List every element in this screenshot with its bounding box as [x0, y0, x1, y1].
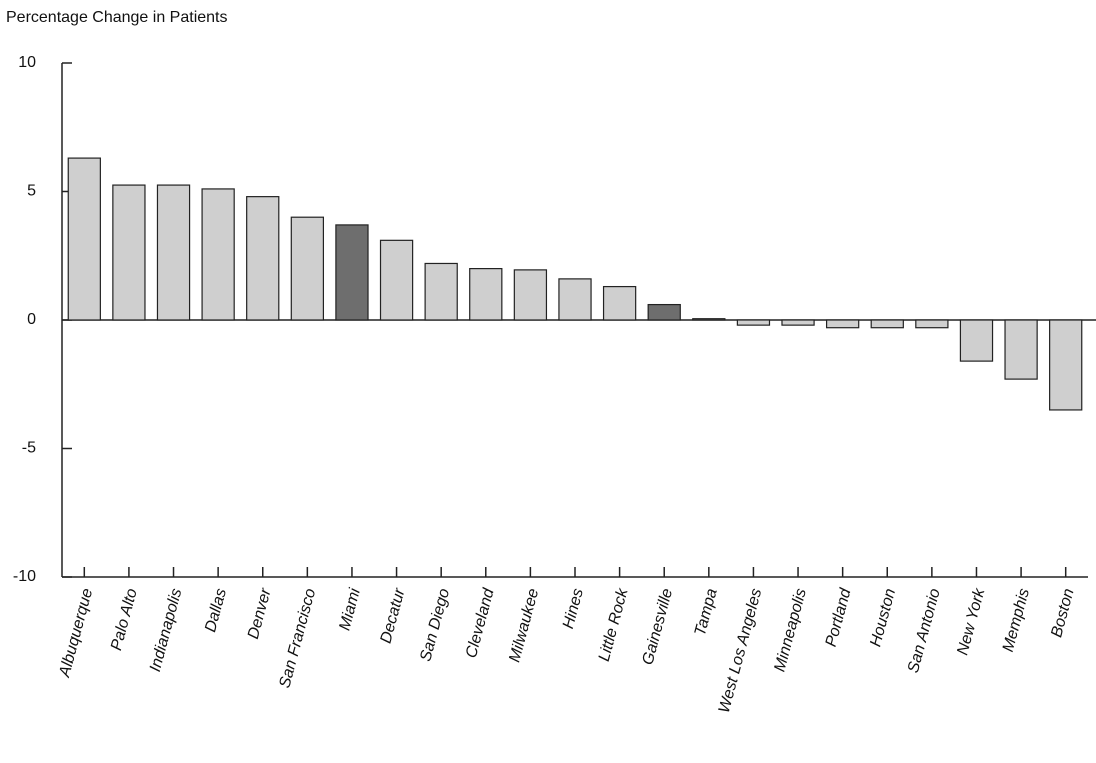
bar: [201, 188, 235, 321]
bar: [424, 262, 458, 321]
y-tick-label: -5: [22, 440, 36, 457]
x-tick-label: Denver: [245, 586, 275, 641]
x-tick-label: Dallas: [202, 587, 230, 634]
x-tick-label: San Francisco: [276, 587, 319, 690]
x-tick-label: Gainesville: [639, 587, 676, 667]
x-tick-label: Portland: [823, 586, 855, 649]
bar: [379, 239, 414, 321]
x-tick-label: Palo Alto: [108, 587, 141, 653]
bar: [959, 319, 994, 362]
bar: [1049, 319, 1083, 411]
bar: [246, 196, 280, 321]
bar: [1004, 319, 1038, 380]
chart-title: Percentage Change in Patients: [6, 9, 227, 26]
y-tick-label: -10: [13, 568, 36, 585]
bar: [825, 319, 860, 329]
bar: [647, 303, 681, 321]
x-tick-label: Minneapolis: [771, 587, 810, 674]
bar: [112, 184, 146, 321]
x-tick-label: Milwaukee: [506, 587, 542, 665]
bar: [67, 157, 101, 321]
x-tick-label: San Diego: [417, 587, 453, 664]
x-tick-label: San Antonio: [905, 587, 944, 675]
x-tick-label: Boston: [1048, 587, 1077, 640]
bar: [156, 184, 191, 321]
x-tick-label: Hines: [560, 587, 587, 631]
bar: [870, 319, 904, 329]
bar: [736, 319, 771, 326]
x-tick-label: Houston: [867, 587, 899, 649]
x-tick-label: Decatur: [378, 586, 409, 645]
x-tick-label: Little Rock: [596, 586, 632, 664]
y-tick-label: 10: [18, 54, 36, 71]
y-tick-label: 5: [27, 183, 36, 200]
bar: [335, 224, 369, 321]
bar: [513, 269, 548, 321]
bar: [781, 319, 815, 326]
bar: [915, 319, 949, 329]
bar: [602, 285, 637, 321]
x-tick-label: Albuquerque: [56, 587, 96, 680]
bar: [692, 318, 726, 321]
y-tick-label: 0: [27, 311, 36, 328]
x-tick-label: Miami: [336, 586, 364, 632]
x-tick-label: Memphis: [1000, 587, 1033, 654]
x-tick-label: Indianapolis: [147, 587, 186, 674]
x-tick-label: New York: [954, 586, 988, 657]
bar: [558, 278, 592, 321]
x-tick-label: Tampa: [692, 587, 721, 638]
bar: [290, 216, 325, 321]
bar: [469, 268, 503, 321]
x-tick-label: Cleveland: [463, 586, 498, 660]
x-tick-label: West Los Angeles: [716, 587, 766, 715]
